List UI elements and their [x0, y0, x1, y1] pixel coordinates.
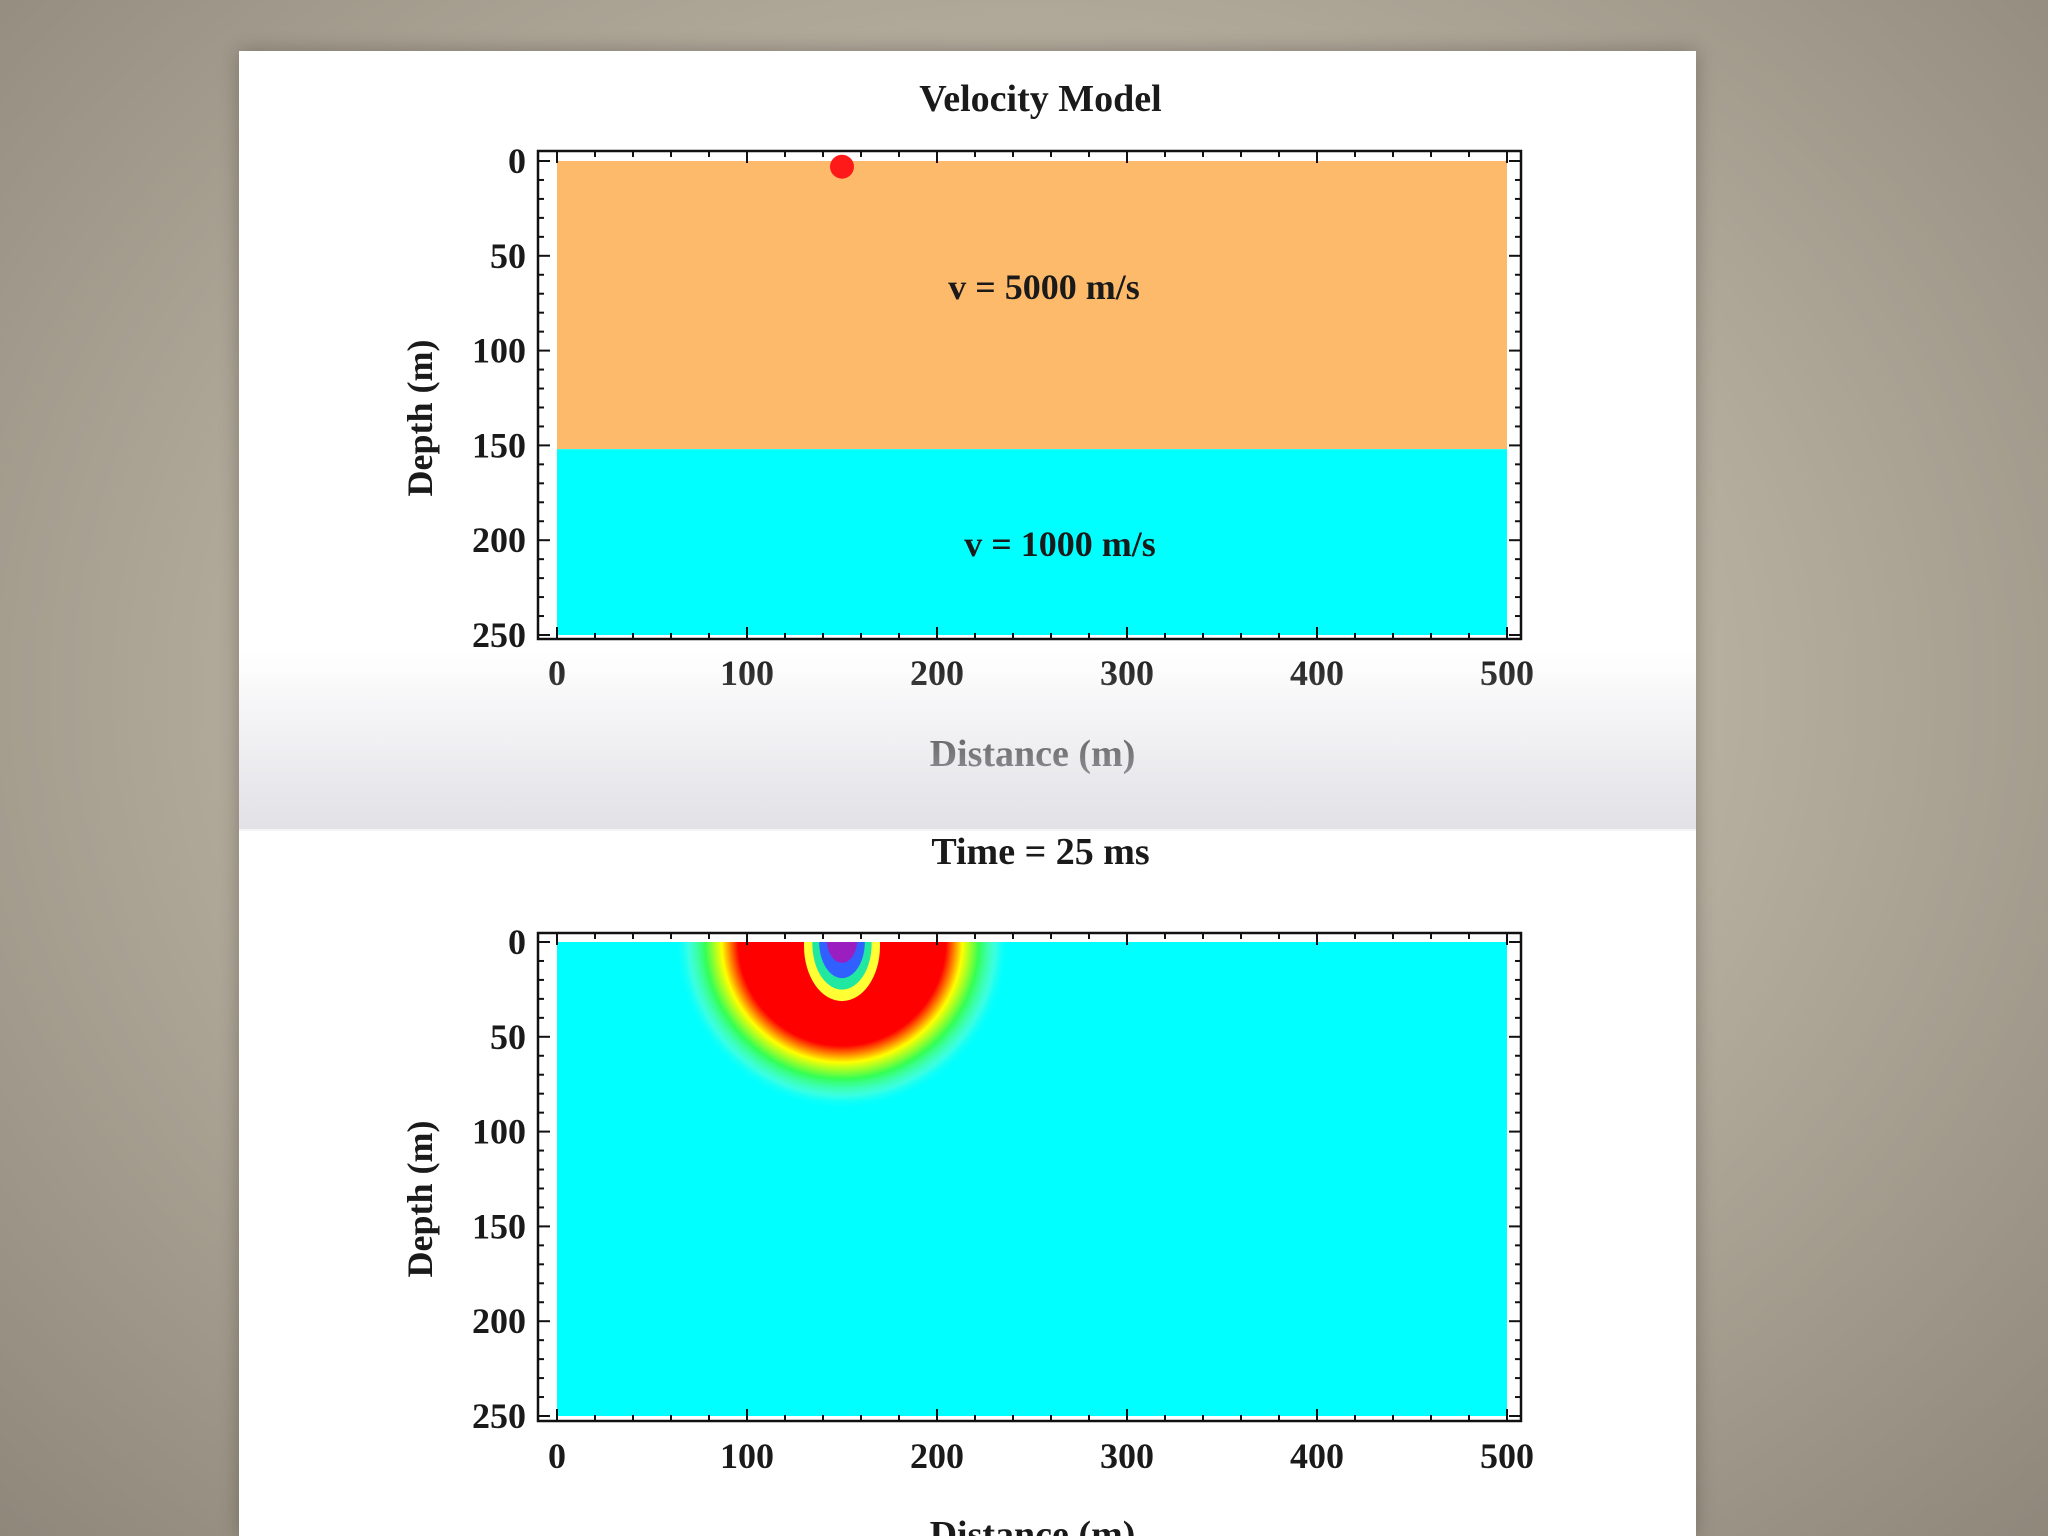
y-tick-label: 0: [508, 141, 526, 181]
layer-1: [557, 449, 1507, 635]
slide: Velocity Model v = 5000 m/s v = 1000 m/s 0 1…: [239, 51, 1696, 1536]
y-tick-label: 250: [472, 615, 526, 655]
x-tick-label: 200: [910, 653, 964, 693]
x-tick-label: 400: [1290, 653, 1344, 693]
x-axis-label: Distance (m): [930, 733, 1136, 775]
x-tick-label: 200: [910, 1436, 964, 1476]
divider: [239, 829, 1696, 831]
y-tick-label: 150: [472, 425, 526, 465]
x-tick-label: 100: [720, 1436, 774, 1476]
y-axis-label: Depth (m): [400, 340, 440, 497]
x-tick-label: 0: [548, 1436, 566, 1476]
plot-frame: [536, 149, 1523, 641]
wavefield-chart: Time = 25 ms 0 100 200 300 400 500 0 50 100 150 200…: [400, 831, 1534, 1536]
y-axis-label: Depth (m): [400, 1121, 440, 1278]
wavefront-core: [826, 942, 858, 963]
y-tick-label: 250: [472, 1396, 526, 1436]
chart-title: Time = 25 ms: [931, 831, 1149, 873]
chart-title: Velocity Model: [919, 78, 1161, 120]
x-tick-label: 300: [1100, 1436, 1154, 1476]
y-tick-label: 100: [472, 331, 526, 371]
y-tick-label: 150: [472, 1206, 526, 1246]
velocity-model-chart: Velocity Model v = 5000 m/s v = 1000 m/s 0 1…: [400, 78, 1534, 775]
source-marker: [830, 154, 854, 179]
x-axis-label: Distance (m): [930, 1514, 1136, 1536]
x-tick-label: 500: [1480, 1436, 1534, 1476]
x-tick-label: 400: [1290, 1436, 1344, 1476]
y-tick-label: 0: [508, 922, 526, 962]
y-tick-label: 50: [490, 1017, 526, 1057]
layer-label-0: v = 5000 m/s: [948, 267, 1140, 307]
x-tick-label: 300: [1100, 653, 1154, 693]
y-tick-label: 100: [472, 1112, 526, 1152]
plot-frame: [536, 931, 1523, 1423]
y-tick-label: 200: [472, 1301, 526, 1341]
wavefront-outer: [674, 942, 1010, 1110]
y-tick-label: 200: [472, 520, 526, 560]
x-tick-label: 0: [548, 653, 566, 693]
layer-label-1: v = 1000 m/s: [964, 524, 1156, 564]
wavefront: [674, 942, 1010, 1110]
y-tick-label: 50: [490, 236, 526, 276]
layer-0: [557, 161, 1507, 450]
x-tick-label: 100: [720, 653, 774, 693]
x-tick-label: 500: [1480, 653, 1534, 693]
